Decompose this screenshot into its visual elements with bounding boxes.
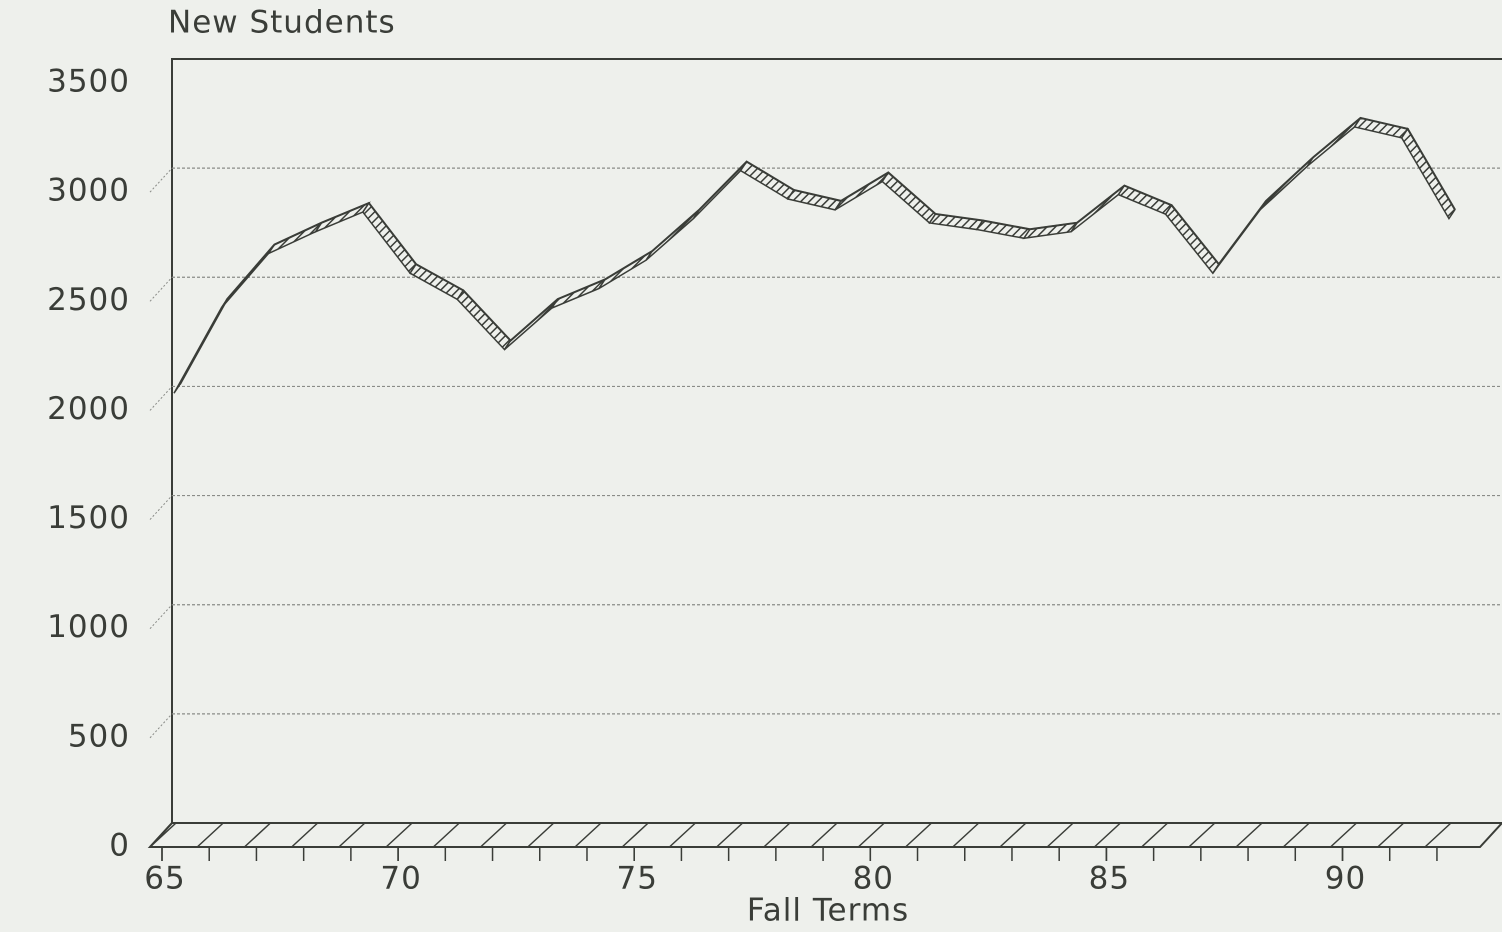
ribbon: [975, 219, 1032, 240]
chart-title: New Students: [168, 5, 396, 41]
back-frame: [171, 58, 1502, 823]
grid-diagonal: [149, 495, 173, 520]
floor-hatch: [432, 822, 460, 848]
grid-diagonal: [149, 713, 173, 739]
floor-hatch: [527, 822, 555, 848]
x-tick-label: 85: [1089, 861, 1130, 897]
floor-hatch: [763, 822, 791, 848]
ribbon: [1022, 221, 1079, 240]
floor-hatch: [1188, 822, 1216, 848]
grid-diagonal: [149, 604, 173, 630]
data-line: [179, 116, 1456, 385]
grid-diagonal: [149, 276, 173, 302]
floor-hatch: [291, 822, 319, 848]
floor-hatch: [999, 822, 1027, 848]
ribbon: [1117, 184, 1173, 216]
y-tick-label: 1000: [47, 609, 130, 645]
floor-hatch: [1046, 822, 1074, 848]
floor-hatch: [905, 822, 933, 848]
grid-diagonal: [149, 386, 173, 411]
floor-hatch: [857, 822, 885, 848]
ribbon: [739, 160, 795, 200]
x-tick-label: 70: [380, 861, 421, 897]
x-tick-label: 80: [853, 861, 894, 897]
y-tick-label: 2500: [47, 282, 130, 318]
floor-hatch: [574, 822, 602, 848]
ribbon: [1400, 127, 1456, 221]
y-tick-label: 500: [68, 718, 130, 754]
ribbon: [881, 171, 937, 225]
floor-hatch: [1424, 822, 1452, 848]
x-tick-label: 75: [616, 861, 657, 897]
y-tick-label: 0: [109, 828, 130, 864]
y-tick-label: 2000: [47, 391, 130, 427]
floor-hatch: [621, 822, 649, 848]
floor-hatch: [810, 822, 838, 848]
y-tick-label: 1500: [47, 500, 130, 536]
y-tick-label: 3500: [47, 64, 130, 100]
x-tick-label: 65: [144, 861, 185, 897]
floor-hatch: [1141, 822, 1169, 848]
floor-hatch: [149, 822, 177, 848]
floor-hatch: [196, 822, 224, 848]
ribbon: [456, 289, 512, 351]
floor-hatch: [668, 822, 696, 848]
floor-hatch: [716, 822, 744, 848]
floor-hatch: [952, 822, 980, 848]
floor-hatch: [338, 822, 366, 848]
ribbon: [409, 263, 465, 301]
floor-hatch: [243, 822, 271, 848]
floor-hatch: [480, 822, 508, 848]
x-tick-label: 90: [1325, 861, 1366, 897]
x-axis-label: Fall Terms: [747, 893, 909, 929]
grid-diagonal: [149, 167, 173, 193]
floor-hatch: [1329, 822, 1358, 848]
floor-hatch: [1235, 822, 1263, 848]
y-tick-label: 3000: [47, 173, 130, 209]
floor-hatch: [1377, 822, 1405, 848]
ribbon: [361, 201, 418, 275]
floor-hatch: [1282, 822, 1310, 848]
floor-hatch: [1093, 822, 1121, 848]
floor-hatch: [385, 822, 413, 848]
floor: [147, 822, 1502, 848]
ribbon: [1164, 203, 1220, 275]
